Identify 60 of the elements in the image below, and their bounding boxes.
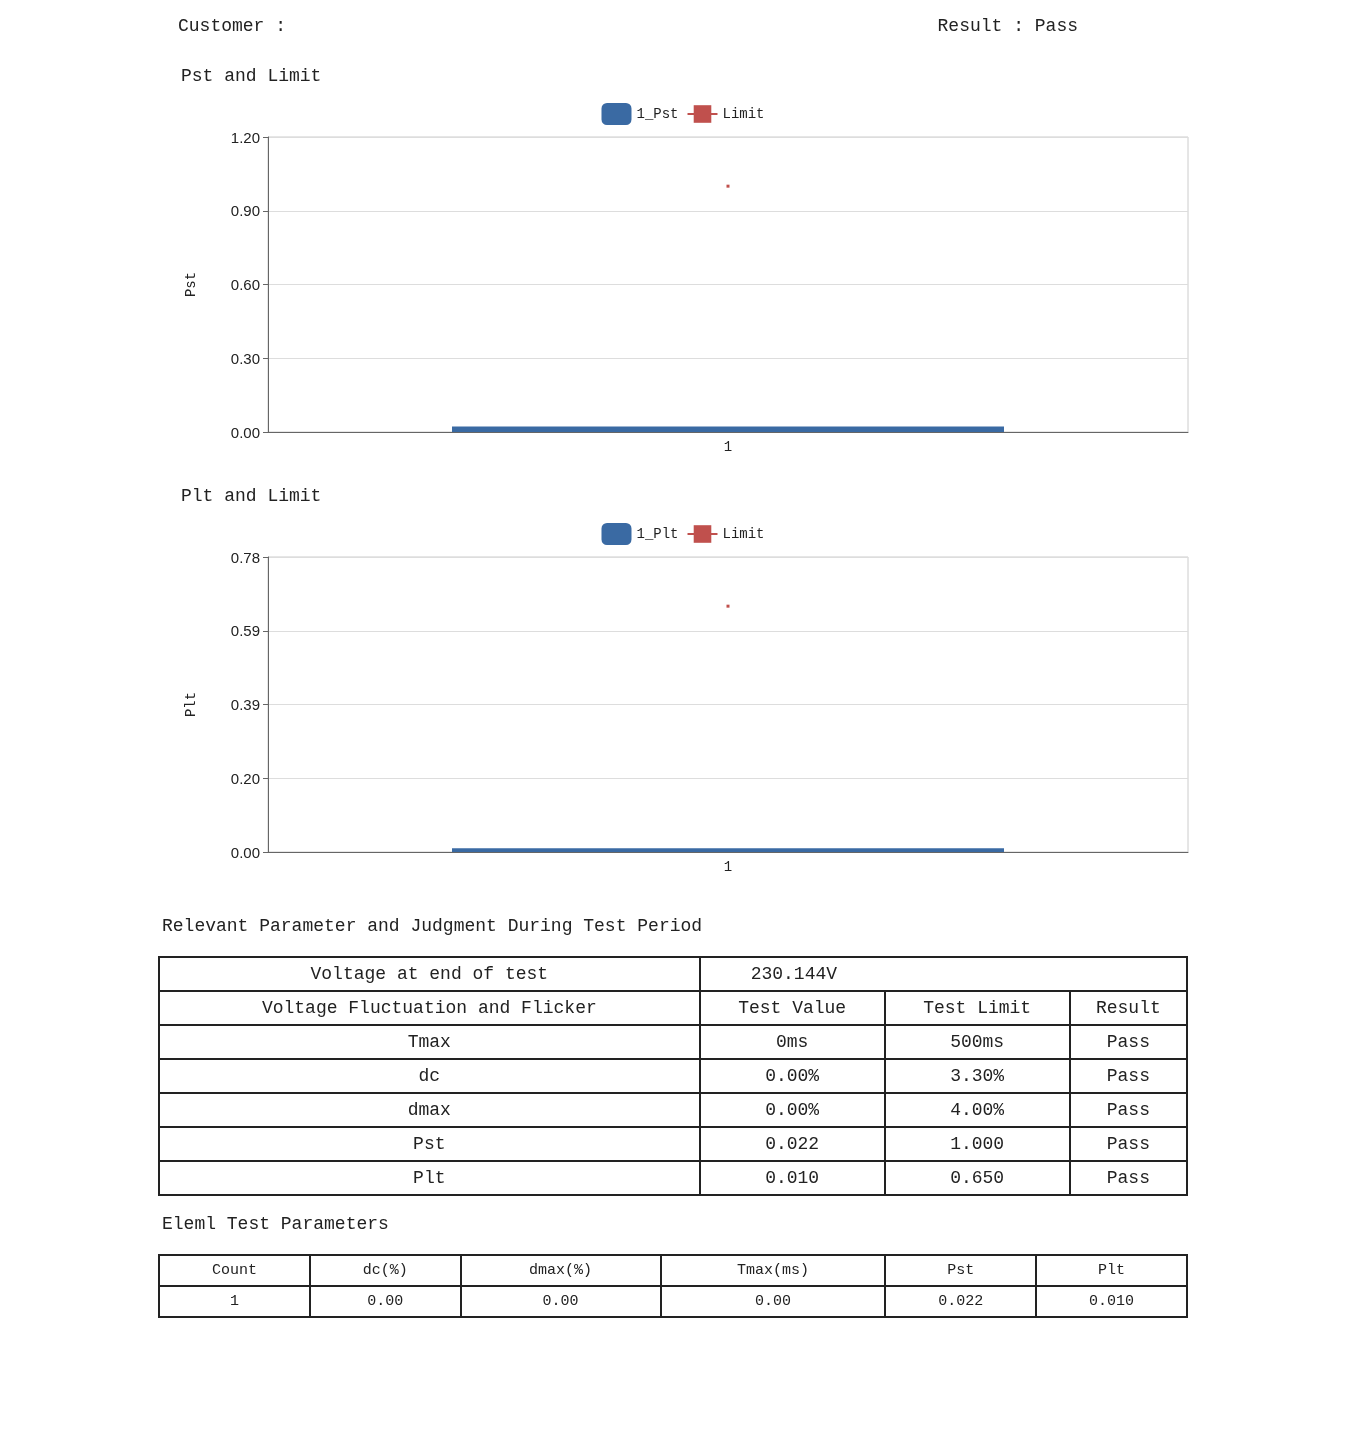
text: Pass — [1106, 1100, 1150, 1120]
text: 0.00% — [765, 1066, 820, 1086]
y-tick-label: 0.78 — [230, 548, 260, 566]
text: dc(%) — [362, 1262, 408, 1279]
text: 0.650 — [950, 1168, 1005, 1188]
text: dmax(%) — [529, 1262, 593, 1279]
text: Pass — [1106, 1066, 1150, 1086]
y-tick-label: 0.60 — [230, 276, 260, 293]
text: dmax — [407, 1100, 451, 1120]
text: Customer : — [178, 16, 287, 36]
text: Plt — [1098, 1262, 1126, 1279]
text: Pass — [1106, 1168, 1150, 1188]
text: Test Value — [738, 998, 847, 1018]
text: 0.00 — [542, 1293, 579, 1310]
text: Pst — [947, 1262, 975, 1279]
text: 4.00% — [950, 1100, 1005, 1120]
legend-label: Limit — [722, 106, 765, 122]
text: Voltage at end of test — [310, 964, 549, 984]
text: 0.022 — [938, 1293, 984, 1310]
y-tick-label: 0.39 — [230, 696, 260, 713]
y-tick-label: 0.00 — [230, 423, 260, 441]
chart-title: Pst and Limit — [181, 66, 322, 86]
text: 1 — [229, 1293, 239, 1310]
text: 3.30% — [950, 1066, 1005, 1086]
text: Pass — [1106, 1032, 1150, 1052]
text: 1.000 — [950, 1134, 1005, 1154]
text: Result — [1095, 998, 1161, 1018]
text: 0.00 — [755, 1293, 792, 1310]
text: 0.010 — [1089, 1293, 1135, 1310]
y-tick-label: 0.90 — [230, 202, 260, 220]
text: Voltage Fluctuation and Flicker — [261, 998, 597, 1018]
text: 230.144V — [750, 964, 838, 984]
text: Eleml Test Parameters — [162, 1214, 390, 1234]
text: 0.00% — [765, 1100, 820, 1120]
text: 0.022 — [765, 1134, 820, 1154]
text: Plt — [413, 1168, 446, 1188]
legend-label: 1_Plt — [636, 526, 679, 542]
y-tick-label: 0.59 — [230, 622, 260, 640]
y-tick-label: 0.20 — [230, 769, 260, 787]
text: 500ms — [950, 1032, 1005, 1052]
legend-label: Limit — [722, 526, 765, 542]
text: dc — [418, 1066, 441, 1086]
y-axis-title: Pst — [183, 271, 199, 298]
text: Relevant Parameter and Judgment During Test Period — [162, 916, 704, 936]
text: Pass — [1106, 1134, 1150, 1154]
legend-label: 1_Pst — [636, 106, 679, 122]
text: 0.00 — [367, 1293, 404, 1310]
text: 0ms — [775, 1032, 809, 1052]
text: 0.010 — [765, 1168, 820, 1188]
y-tick-label: 1.20 — [230, 128, 260, 146]
text: Result : Pass — [937, 16, 1078, 36]
text: Test Limit — [923, 998, 1032, 1018]
text: Tmax — [407, 1032, 451, 1052]
chart-title: Plt and Limit — [181, 486, 322, 506]
y-tick-label: 0.00 — [230, 843, 260, 861]
y-tick-label: 0.30 — [230, 349, 260, 367]
text: Pst — [413, 1134, 446, 1154]
y-axis-title: Plt — [183, 691, 199, 718]
text: Tmax(ms) — [737, 1262, 810, 1279]
text: Count — [211, 1262, 257, 1279]
